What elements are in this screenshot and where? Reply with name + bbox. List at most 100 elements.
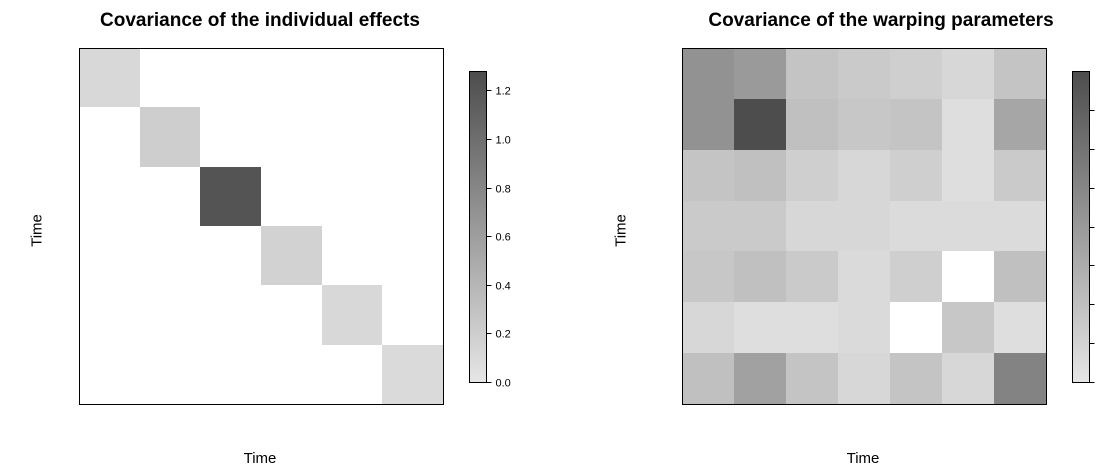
heatmap-cell (994, 150, 1046, 201)
heatmap-cell (322, 167, 382, 226)
x-axis-label: Time (846, 450, 880, 467)
heatmap-cell (994, 302, 1046, 353)
heatmap-cell (734, 150, 786, 201)
colorbar-tick-label: 1.0 (496, 135, 511, 147)
heatmap-cell (786, 48, 838, 99)
heatmap-cell (261, 226, 322, 285)
heatmap-cell (682, 302, 734, 353)
heatmap-cell (786, 99, 838, 150)
heatmap-cell (200, 167, 261, 226)
heatmap-cell (786, 150, 838, 201)
heatmap-cell (890, 353, 942, 404)
plot-frame (682, 48, 1047, 405)
heatmap-cell (942, 251, 994, 302)
heatmap-cell (79, 107, 140, 167)
heatmap-cell (261, 285, 322, 345)
heatmap-cell (322, 107, 382, 167)
heatmap-cell (682, 353, 734, 404)
heatmap-plot (682, 48, 1095, 405)
heatmap-cell (890, 251, 942, 302)
heatmap-cell (79, 167, 140, 226)
heatmap-cell (682, 201, 734, 251)
heatmap-cell (994, 48, 1046, 99)
heatmap-cell (140, 345, 200, 404)
heatmap-cell (79, 285, 140, 345)
colorbar (1072, 71, 1090, 383)
chart-title: Covariance of the individual effects (100, 10, 420, 31)
heatmap-cell (942, 48, 994, 99)
heatmap-cell (140, 226, 200, 285)
heatmap-cell (79, 226, 140, 285)
heatmap-cell (890, 99, 942, 150)
heatmap-cell (682, 150, 734, 201)
heatmap-cell (322, 285, 382, 345)
heatmap-cell (838, 353, 890, 404)
x-axis-label: Time (243, 450, 277, 467)
heatmap-cell (200, 226, 261, 285)
heatmap-cell (890, 48, 942, 99)
heatmap-cell (261, 167, 322, 226)
heatmap-cell (786, 251, 838, 302)
colorbar-tick-label: 1.2 (496, 86, 511, 98)
heatmap-cell (682, 251, 734, 302)
colorbar-tick-label: 0.0 (496, 378, 511, 390)
heatmap-cell (682, 99, 734, 150)
heatmap-cell (261, 107, 322, 167)
heatmap-cell (734, 201, 786, 251)
heatmap-cell (200, 345, 261, 404)
heatmap-cell (79, 345, 140, 404)
heatmap-cell (140, 48, 200, 107)
heatmap-cell (322, 226, 382, 285)
heatmap-cell (382, 167, 443, 226)
heatmap-cell (734, 251, 786, 302)
heatmap-cell (382, 226, 443, 285)
heatmap-cell (994, 251, 1046, 302)
heatmap-cell (140, 107, 200, 167)
heatmap-cell (838, 150, 890, 201)
colorbar-tick-label: 0.6 (496, 232, 511, 244)
heatmap-cell (682, 48, 734, 99)
heatmap-cell (838, 302, 890, 353)
heatmap-cell (890, 150, 942, 201)
heatmap-cell (942, 353, 994, 404)
heatmap-cell (322, 48, 382, 107)
plot-frame (79, 48, 444, 405)
heatmap-cell (140, 285, 200, 345)
heatmap-cell (140, 167, 200, 226)
heatmap-cell (838, 99, 890, 150)
heatmap-cell (838, 251, 890, 302)
heatmap-cell (200, 107, 261, 167)
heatmap-cell (838, 201, 890, 251)
heatmap-cell (994, 353, 1046, 404)
heatmap-cell (942, 150, 994, 201)
heatmap-cell (786, 201, 838, 251)
heatmap-plot: 0.0 0.2 0.4 0.6 0.8 1.0 1.2 (79, 48, 511, 405)
heatmap-cell (942, 201, 994, 251)
colorbar-tick-label: 0.8 (496, 184, 511, 196)
heatmap-cell (382, 107, 443, 167)
heatmap-cell (734, 302, 786, 353)
heatmap-cell (200, 285, 261, 345)
heatmap-cell (734, 99, 786, 150)
heatmap-cell (382, 48, 443, 107)
heatmap-cell (322, 345, 382, 404)
heatmap-cell (79, 48, 140, 107)
heatmap-cell (261, 345, 322, 404)
heatmap-cell (382, 345, 443, 404)
heatmap-cell (942, 302, 994, 353)
heatmap-cell (382, 285, 443, 345)
heatmap-cell (261, 48, 322, 107)
heatmap-cell (994, 201, 1046, 251)
colorbar-tick-label: 0.2 (496, 329, 511, 341)
heatmap-cell (786, 353, 838, 404)
chart-panel-individual-effects: Covariance of the individual effects Tim… (29, 10, 511, 467)
heatmap-cell (942, 99, 994, 150)
heatmap-cell (838, 48, 890, 99)
chart-panel-warping-parameters: Covariance of the warping parameters Tim… (551, 0, 1102, 472)
heatmap-cell (200, 48, 261, 107)
heatmap-cell (994, 99, 1046, 150)
colorbar (469, 71, 487, 383)
heatmap-cell (734, 48, 786, 99)
heatmap-cell (786, 302, 838, 353)
heatmap-cell (734, 353, 786, 404)
